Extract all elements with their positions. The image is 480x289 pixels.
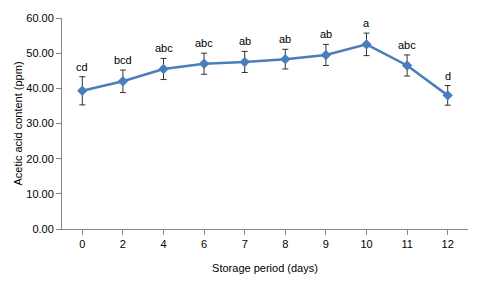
svg-text:60.00: 60.00 <box>26 12 54 24</box>
svg-text:0.00: 0.00 <box>32 223 53 235</box>
svg-text:10: 10 <box>360 238 372 250</box>
svg-text:10.00: 10.00 <box>26 188 54 200</box>
svg-text:4: 4 <box>160 238 166 250</box>
svg-text:Acetic acid content (ppm): Acetic acid content (ppm) <box>12 61 24 185</box>
svg-text:a: a <box>363 17 370 29</box>
svg-text:20.00: 20.00 <box>26 153 54 165</box>
svg-text:9: 9 <box>323 238 329 250</box>
svg-text:cd: cd <box>76 61 88 73</box>
svg-text:abc: abc <box>195 37 213 49</box>
svg-text:40.00: 40.00 <box>26 82 54 94</box>
svg-text:50.00: 50.00 <box>26 47 54 59</box>
svg-text:7: 7 <box>242 238 248 250</box>
svg-text:ab: ab <box>279 33 291 45</box>
svg-text:2: 2 <box>120 238 126 250</box>
svg-text:30.00: 30.00 <box>26 117 54 129</box>
svg-text:11: 11 <box>401 238 412 250</box>
svg-text:bcd: bcd <box>114 54 132 66</box>
svg-text:Storage period (days): Storage period (days) <box>212 262 318 274</box>
svg-text:ab: ab <box>320 28 332 40</box>
svg-text:abc: abc <box>155 42 173 54</box>
svg-text:6: 6 <box>201 238 207 250</box>
svg-text:abc: abc <box>398 39 416 51</box>
svg-text:12: 12 <box>442 238 454 250</box>
svg-text:d: d <box>445 70 451 82</box>
svg-text:0: 0 <box>79 238 85 250</box>
svg-text:ab: ab <box>239 35 251 47</box>
svg-text:8: 8 <box>282 238 288 250</box>
